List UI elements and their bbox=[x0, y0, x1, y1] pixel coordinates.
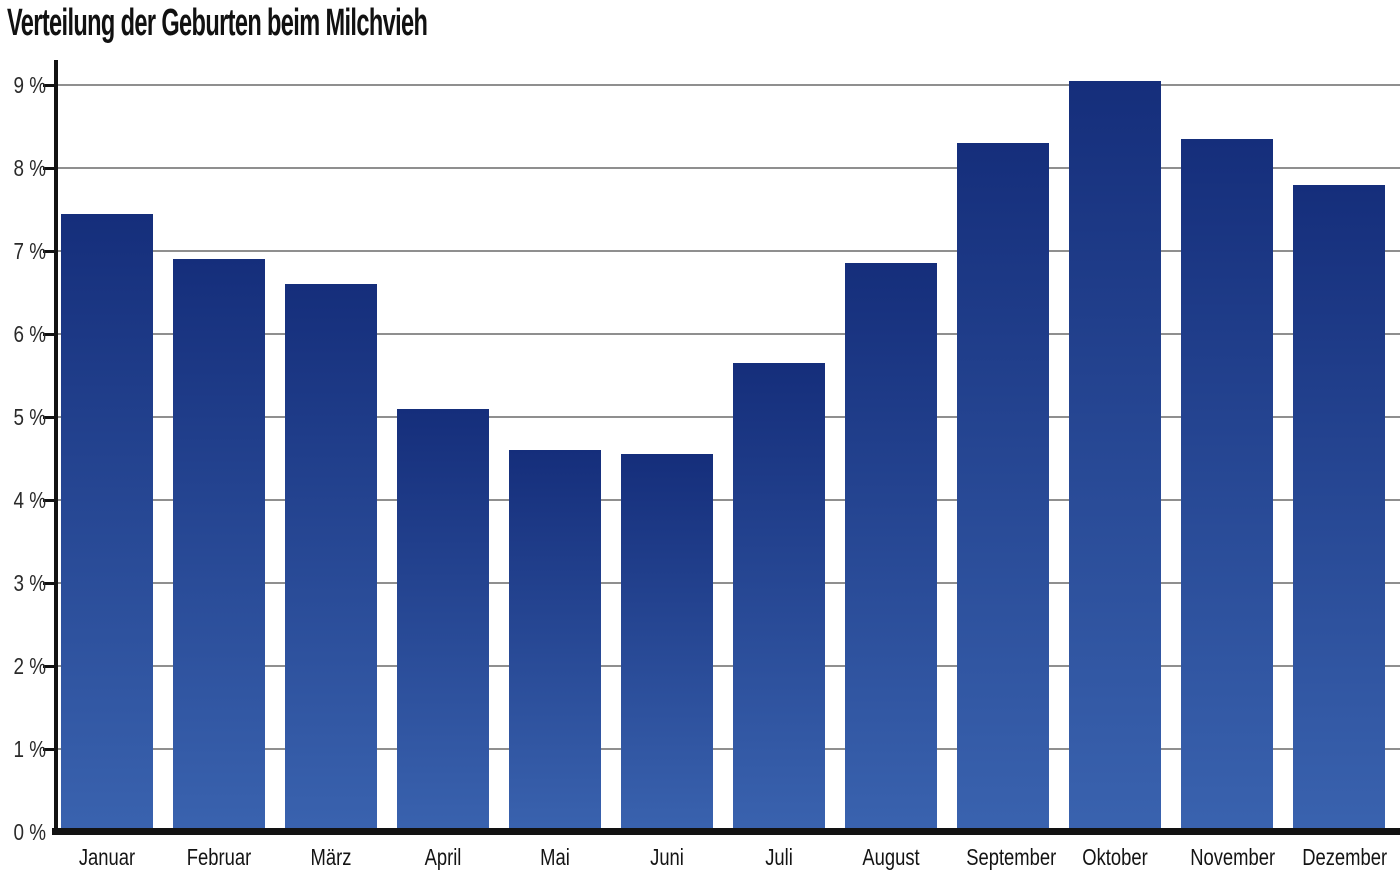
bar-märz bbox=[285, 284, 377, 835]
y-axis-label: 0 % bbox=[13, 819, 46, 845]
gridline bbox=[55, 416, 1400, 418]
x-axis-label-juni: Juni bbox=[650, 844, 684, 870]
bar-august bbox=[845, 263, 937, 835]
y-axis-label: 7 % bbox=[13, 238, 46, 264]
y-axis-label: 5 % bbox=[13, 404, 46, 430]
y-axis-tick bbox=[43, 499, 54, 502]
bar-april bbox=[397, 408, 489, 835]
x-axis-line bbox=[52, 828, 1400, 835]
y-axis-line bbox=[54, 60, 58, 835]
x-axis-label-oktober: Oktober bbox=[1082, 844, 1148, 870]
bar-november bbox=[1181, 138, 1273, 835]
x-axis-label-mai: Mai bbox=[540, 844, 570, 870]
gridline bbox=[55, 84, 1400, 86]
bar-januar bbox=[61, 213, 153, 835]
y-axis-tick bbox=[43, 84, 54, 87]
bar-juli bbox=[733, 363, 825, 835]
y-axis-tick bbox=[43, 333, 54, 336]
bar-februar bbox=[173, 259, 265, 835]
x-axis-label-november: November bbox=[1190, 844, 1276, 870]
y-axis-label: 2 % bbox=[13, 653, 46, 679]
y-axis-label: 1 % bbox=[13, 736, 46, 762]
x-axis-labels: Januar Februar März April Mai Juni Juli August S… bbox=[61, 844, 1388, 870]
gridline bbox=[55, 499, 1400, 501]
x-axis-label-juli: Juli bbox=[765, 844, 793, 870]
chart-title: Verteilung der Geburten beim Milchvieh bbox=[7, 2, 428, 44]
y-axis-label: 4 % bbox=[13, 487, 46, 513]
bar-mai bbox=[509, 450, 601, 835]
bar-dezember bbox=[1293, 184, 1385, 835]
y-axis-label: 6 % bbox=[13, 321, 46, 347]
y-axis-tick bbox=[43, 582, 54, 585]
y-axis-tick bbox=[43, 250, 54, 253]
gridline bbox=[55, 748, 1400, 750]
gridline bbox=[55, 665, 1400, 667]
x-axis-label-januar: Januar bbox=[78, 844, 136, 870]
y-axis-tick bbox=[43, 665, 54, 668]
bar-oktober bbox=[1069, 80, 1161, 835]
bar-september bbox=[957, 143, 1049, 835]
x-axis-label-august: August bbox=[862, 844, 920, 870]
x-axis-label-dezember: Dezember bbox=[1302, 844, 1388, 870]
gridline bbox=[55, 333, 1400, 335]
x-axis-label-februar: Februar bbox=[186, 844, 252, 870]
x-axis-label-märz: März bbox=[310, 844, 352, 870]
y-axis-label: 8 % bbox=[13, 155, 46, 181]
gridline bbox=[55, 167, 1400, 169]
y-axis-tick bbox=[43, 748, 54, 751]
gridline bbox=[55, 250, 1400, 252]
x-axis-label-september: September bbox=[966, 844, 1057, 870]
bar-juni bbox=[621, 454, 713, 835]
y-axis-tick bbox=[43, 416, 54, 419]
y-axis-label: 9 % bbox=[13, 72, 46, 98]
y-axis-tick bbox=[43, 167, 54, 170]
y-axis-label: 3 % bbox=[13, 570, 46, 596]
x-axis-label-april: April bbox=[424, 844, 462, 870]
bars-group bbox=[61, 0, 1385, 835]
gridline bbox=[55, 582, 1400, 584]
